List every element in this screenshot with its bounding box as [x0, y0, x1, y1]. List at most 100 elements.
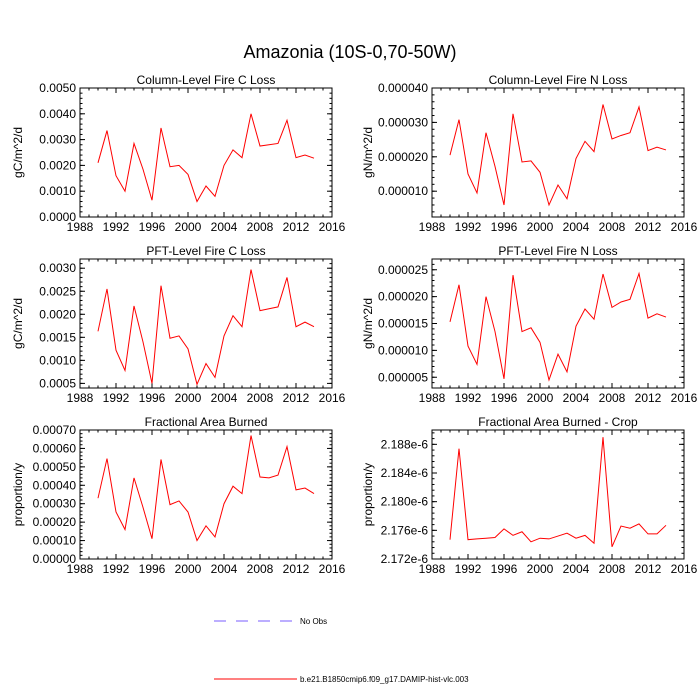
y-tick-label: 0.00040	[33, 478, 77, 492]
series-line	[449, 271, 667, 382]
chart-panel-2: Column-Level Fire N Loss gN/m^2/d 1988 1992…	[361, 73, 698, 234]
x-tick-label: 2008	[599, 391, 626, 405]
x-tick-label: 2012	[635, 562, 662, 576]
chart-panels: Column-Level Fire C Loss gC/m^2/d 1988 1992…	[11, 73, 698, 576]
x-tick-label: 2012	[283, 220, 310, 234]
y-tick-label: 0.0020	[39, 158, 76, 172]
plot-frame	[79, 258, 333, 389]
x-tick-label: 1992	[455, 220, 482, 234]
chart-panel-6: Fractional Area Burned - Crop proportion/…	[361, 415, 698, 576]
y-tick-label: 0.0020	[39, 307, 76, 321]
x-tick-label: 2000	[527, 562, 554, 576]
x-tick-label: 1996	[491, 391, 518, 405]
plot-frame	[431, 258, 685, 389]
panel-title: Column-Level Fire N Loss	[489, 73, 628, 87]
x-tick-label: 2012	[635, 391, 662, 405]
panel-title: Column-Level Fire C Loss	[137, 73, 276, 87]
x-tick-label: 2008	[247, 220, 274, 234]
y-tick-label: 0.000010	[378, 343, 428, 357]
y-tick-label: 0.000025	[378, 263, 428, 277]
legend-no-obs-label: No Obs	[300, 617, 327, 626]
y-tick-label: 2.172e-6	[381, 552, 429, 566]
panel-title: Fractional Area Burned - Crop	[478, 415, 638, 429]
legend: No Obs b.e21.B1850cmip6.f09_g17.DAMIP-hi…	[214, 617, 469, 684]
y-tick-label: 0.000030	[378, 115, 428, 129]
x-tick-label: 1988	[419, 220, 446, 234]
x-tick-label: 2016	[319, 220, 346, 234]
x-tick-label: 2000	[175, 220, 202, 234]
x-tick-label: 1996	[491, 562, 518, 576]
x-tick-label: 2000	[527, 391, 554, 405]
y-tick-label: 0.0000	[39, 210, 76, 224]
y-tick-label: 0.000020	[378, 290, 428, 304]
series-line	[449, 437, 667, 548]
series-line	[449, 104, 667, 207]
x-tick-label: 2016	[671, 220, 698, 234]
x-tick-label: 1996	[139, 220, 166, 234]
y-axis-label: proportion/y	[11, 463, 25, 526]
x-tick-label: 2000	[175, 391, 202, 405]
y-tick-label: 0.000005	[378, 370, 428, 384]
x-tick-label: 2012	[635, 220, 662, 234]
series-line	[97, 435, 315, 542]
x-tick-label: 2008	[247, 391, 274, 405]
y-tick-label: 0.000040	[378, 81, 428, 95]
plot-frame	[431, 87, 685, 218]
y-tick-label: 2.176e-6	[381, 523, 429, 537]
y-axis-label: gC/m^2/d	[11, 298, 25, 349]
x-tick-label: 1996	[139, 562, 166, 576]
chart-panel-3: PFT-Level Fire C Loss gC/m^2/d 1988 1992 199…	[11, 244, 346, 405]
y-tick-label: 0.0030	[39, 133, 76, 147]
x-tick-label: 1992	[455, 391, 482, 405]
y-tick-label: 0.00010	[33, 534, 77, 548]
x-tick-label: 2008	[599, 562, 626, 576]
x-tick-label: 2016	[319, 562, 346, 576]
y-axis-label: gC/m^2/d	[11, 127, 25, 178]
x-tick-label: 1996	[491, 220, 518, 234]
y-tick-label: 2.184e-6	[381, 466, 429, 480]
y-tick-label: 0.00070	[33, 423, 77, 437]
x-tick-label: 1988	[67, 391, 94, 405]
y-tick-label: 0.000010	[378, 184, 428, 198]
x-tick-label: 1988	[419, 562, 446, 576]
y-tick-label: 0.0005	[39, 376, 76, 390]
x-tick-label: 1988	[67, 562, 94, 576]
y-tick-label: 0.00020	[33, 515, 77, 529]
panel-title: PFT-Level Fire N Loss	[498, 244, 617, 258]
panel-title: Fractional Area Burned	[145, 415, 268, 429]
y-tick-label: 2.188e-6	[381, 437, 429, 451]
x-tick-label: 2004	[211, 391, 238, 405]
x-tick-label: 2012	[283, 562, 310, 576]
y-tick-label: 0.0030	[39, 261, 76, 275]
y-tick-label: 0.000015	[378, 317, 428, 331]
x-tick-label: 2004	[211, 562, 238, 576]
y-tick-label: 0.0015	[39, 330, 76, 344]
x-tick-label: 2000	[175, 562, 202, 576]
chart-panel-1: Column-Level Fire C Loss gC/m^2/d 1988 1992…	[11, 73, 346, 234]
figure-title: Amazonia (10S-0,70-50W)	[243, 42, 456, 62]
panel-title: PFT-Level Fire C Loss	[146, 244, 265, 258]
x-tick-label: 2004	[563, 220, 590, 234]
x-tick-label: 1992	[103, 220, 130, 234]
x-tick-label: 2004	[563, 391, 590, 405]
x-tick-label: 2008	[599, 220, 626, 234]
x-tick-label: 2016	[319, 391, 346, 405]
x-tick-label: 1988	[419, 391, 446, 405]
x-tick-label: 1996	[139, 391, 166, 405]
series-line	[97, 113, 315, 203]
y-axis-label: proportion/y	[361, 463, 375, 526]
x-tick-label: 2016	[671, 391, 698, 405]
y-tick-label: 2.180e-6	[381, 495, 429, 509]
y-tick-label: 0.000020	[378, 150, 428, 164]
x-tick-label: 2012	[283, 391, 310, 405]
y-tick-label: 0.00030	[33, 497, 77, 511]
y-axis-label: gN/m^2/d	[361, 298, 375, 349]
chart-panel-5: Fractional Area Burned proportion/y 1988 19…	[11, 415, 346, 576]
y-axis-label: gN/m^2/d	[361, 127, 375, 178]
y-tick-label: 0.00050	[33, 460, 77, 474]
x-tick-label: 2016	[671, 562, 698, 576]
x-tick-label: 2004	[563, 562, 590, 576]
x-tick-label: 1992	[103, 391, 130, 405]
y-tick-label: 0.0050	[39, 81, 76, 95]
